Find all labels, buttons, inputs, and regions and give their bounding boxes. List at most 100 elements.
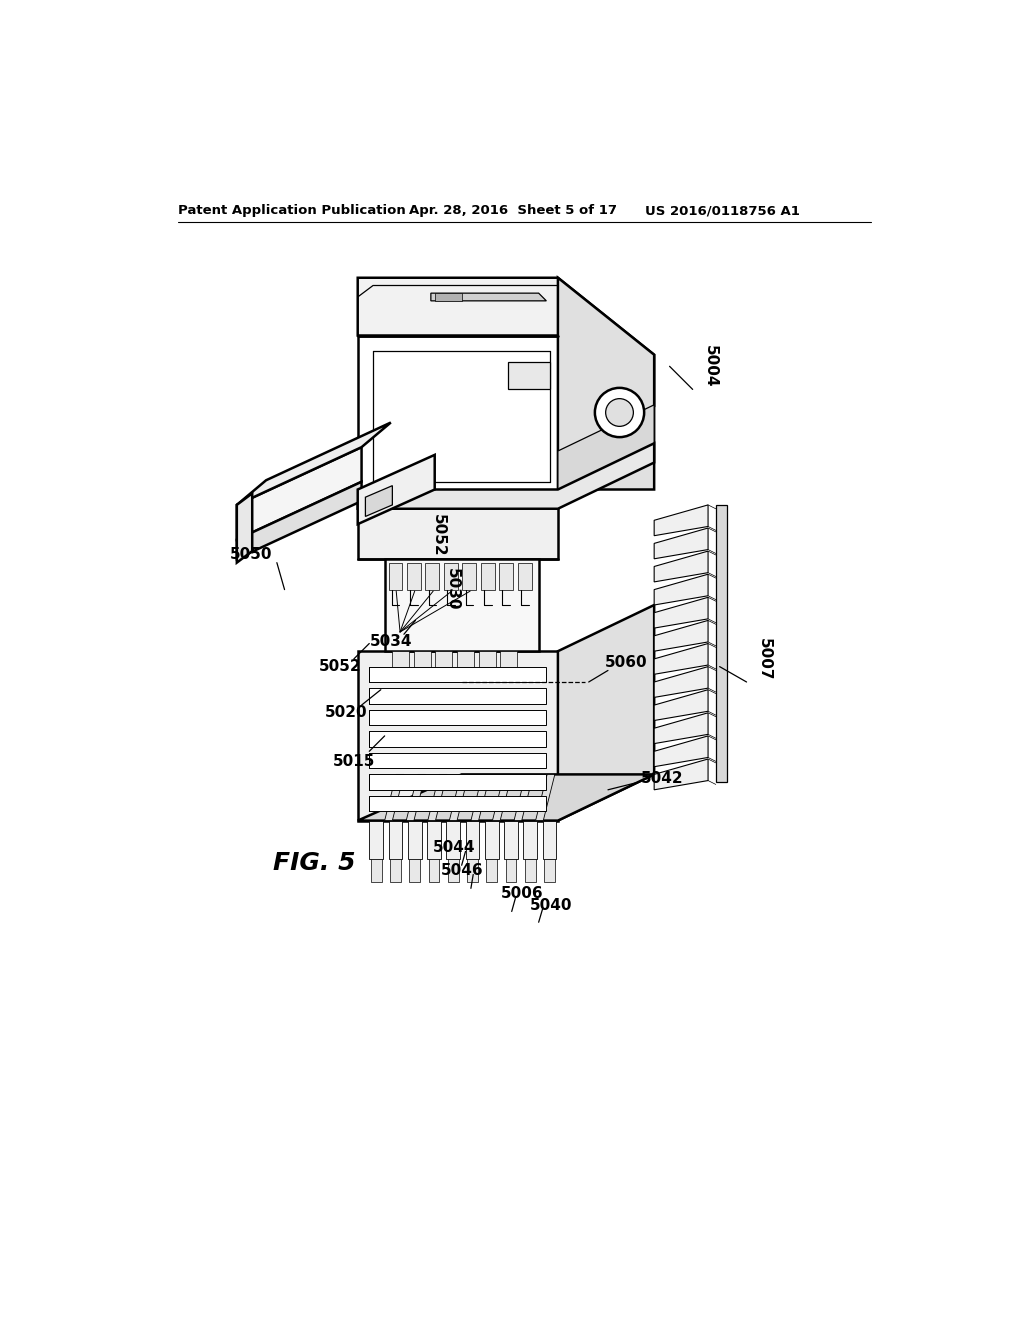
- Polygon shape: [654, 737, 708, 767]
- Polygon shape: [357, 444, 654, 508]
- Polygon shape: [370, 752, 547, 768]
- Polygon shape: [435, 651, 453, 673]
- Text: 5034: 5034: [370, 635, 412, 649]
- Text: 5040: 5040: [529, 898, 572, 913]
- Polygon shape: [385, 558, 539, 651]
- Polygon shape: [429, 859, 439, 882]
- Polygon shape: [654, 644, 708, 675]
- Polygon shape: [370, 796, 547, 812]
- Polygon shape: [435, 293, 462, 301]
- Polygon shape: [237, 482, 361, 558]
- Polygon shape: [558, 605, 654, 821]
- Polygon shape: [425, 562, 439, 590]
- Polygon shape: [558, 277, 654, 490]
- Polygon shape: [450, 775, 469, 821]
- Polygon shape: [237, 447, 361, 540]
- Text: 5060: 5060: [604, 655, 647, 671]
- Polygon shape: [486, 859, 497, 882]
- Polygon shape: [500, 651, 517, 673]
- Polygon shape: [500, 562, 513, 590]
- Polygon shape: [410, 859, 420, 882]
- Polygon shape: [408, 821, 422, 859]
- Text: 5052: 5052: [318, 659, 361, 675]
- Polygon shape: [370, 688, 547, 704]
- Polygon shape: [357, 455, 435, 524]
- Polygon shape: [506, 859, 516, 882]
- Polygon shape: [237, 422, 391, 506]
- Polygon shape: [407, 775, 425, 821]
- Polygon shape: [370, 710, 547, 725]
- Polygon shape: [544, 859, 555, 882]
- Polygon shape: [654, 598, 708, 628]
- Polygon shape: [431, 293, 547, 301]
- Polygon shape: [370, 821, 383, 859]
- Polygon shape: [478, 651, 496, 673]
- Text: 5050: 5050: [230, 548, 272, 562]
- Polygon shape: [407, 562, 421, 590]
- Text: 5046: 5046: [440, 863, 483, 878]
- Polygon shape: [654, 689, 708, 721]
- Polygon shape: [428, 775, 447, 821]
- Polygon shape: [523, 821, 538, 859]
- Polygon shape: [654, 552, 708, 582]
- Polygon shape: [543, 821, 556, 859]
- Text: 5020: 5020: [325, 705, 368, 721]
- Polygon shape: [457, 651, 474, 673]
- Polygon shape: [514, 775, 534, 821]
- Polygon shape: [504, 821, 518, 859]
- Polygon shape: [446, 821, 460, 859]
- Polygon shape: [390, 859, 400, 882]
- Text: 5042: 5042: [641, 771, 683, 785]
- Polygon shape: [370, 667, 547, 682]
- Polygon shape: [366, 486, 392, 516]
- Text: FIG. 5: FIG. 5: [273, 851, 355, 875]
- Polygon shape: [388, 821, 402, 859]
- Text: 5015: 5015: [333, 754, 375, 768]
- Polygon shape: [471, 775, 490, 821]
- Text: 5006: 5006: [501, 886, 543, 902]
- Polygon shape: [444, 562, 458, 590]
- Text: Patent Application Publication: Patent Application Publication: [178, 205, 407, 218]
- Polygon shape: [467, 859, 478, 882]
- Polygon shape: [654, 574, 708, 605]
- Polygon shape: [654, 667, 708, 697]
- Polygon shape: [392, 651, 410, 673]
- Polygon shape: [414, 651, 431, 673]
- Text: Apr. 28, 2016  Sheet 5 of 17: Apr. 28, 2016 Sheet 5 of 17: [410, 205, 617, 218]
- Polygon shape: [357, 651, 558, 821]
- Text: US 2016/0118756 A1: US 2016/0118756 A1: [645, 205, 800, 218]
- Polygon shape: [385, 775, 403, 821]
- Polygon shape: [558, 405, 654, 490]
- Polygon shape: [371, 859, 382, 882]
- Polygon shape: [357, 277, 654, 405]
- Polygon shape: [370, 775, 547, 789]
- Polygon shape: [518, 562, 531, 590]
- Polygon shape: [716, 506, 727, 781]
- Polygon shape: [484, 821, 499, 859]
- Text: 5044: 5044: [433, 840, 475, 855]
- Polygon shape: [654, 759, 708, 789]
- Polygon shape: [524, 859, 536, 882]
- Text: 5007: 5007: [757, 638, 772, 680]
- Polygon shape: [536, 775, 555, 821]
- Text: 5052: 5052: [431, 515, 446, 557]
- Text: 5004: 5004: [702, 345, 718, 388]
- Circle shape: [605, 399, 634, 426]
- Polygon shape: [481, 562, 495, 590]
- Polygon shape: [357, 490, 558, 558]
- Polygon shape: [357, 775, 654, 821]
- Polygon shape: [447, 859, 459, 882]
- Polygon shape: [508, 363, 550, 389]
- Polygon shape: [654, 620, 708, 651]
- Polygon shape: [357, 335, 558, 490]
- Polygon shape: [427, 821, 441, 859]
- Polygon shape: [370, 731, 547, 747]
- Polygon shape: [654, 713, 708, 743]
- Polygon shape: [463, 562, 476, 590]
- Polygon shape: [493, 775, 512, 821]
- Circle shape: [595, 388, 644, 437]
- Polygon shape: [466, 821, 479, 859]
- Polygon shape: [654, 528, 708, 558]
- Text: 5030: 5030: [444, 569, 460, 611]
- Polygon shape: [654, 506, 708, 536]
